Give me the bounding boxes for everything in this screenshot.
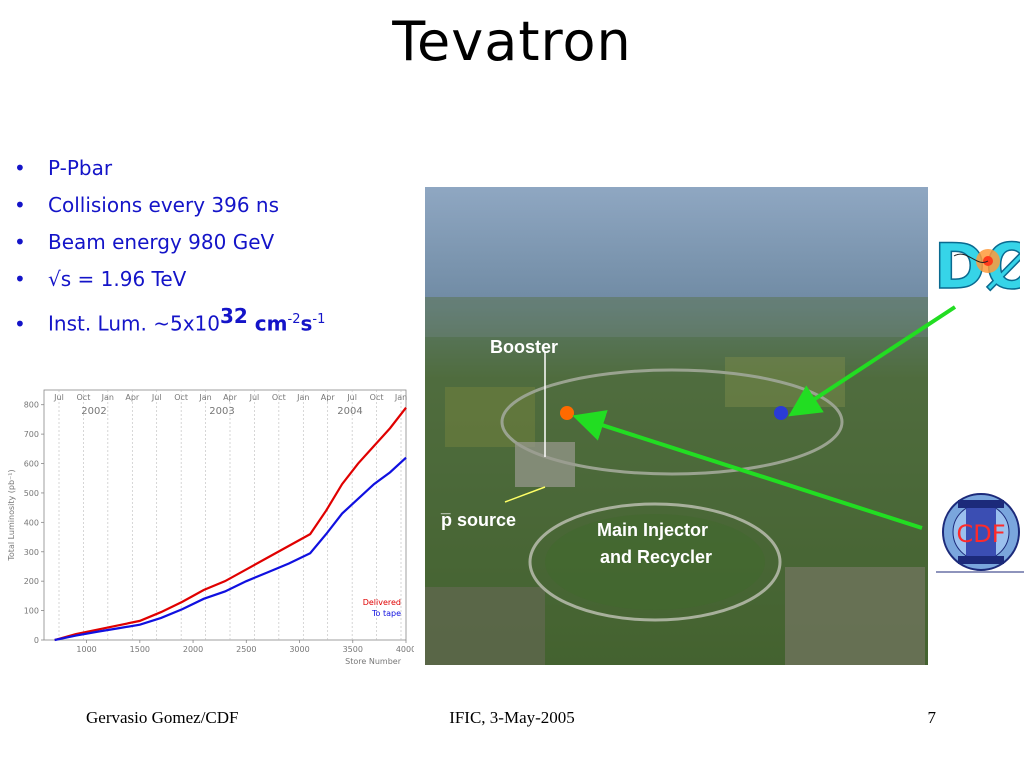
month-label: Jul	[249, 393, 260, 402]
x-axis-label: Store Number	[345, 657, 402, 666]
month-label: Apr	[125, 393, 140, 402]
cdf-logo-text: CDF	[956, 520, 1005, 548]
bullet-marker: •	[14, 267, 26, 291]
bullet-marker: •	[14, 230, 26, 254]
month-label: Jul	[151, 393, 162, 402]
bullet-item: • Collisions every 396 ns	[14, 187, 325, 224]
y-tick-label: 200	[24, 577, 39, 586]
x-tick-label: 2500	[236, 645, 256, 654]
month-label: Jan	[296, 393, 309, 402]
month-label: Jan	[101, 393, 114, 402]
footer-author: Gervasio Gomez/CDF	[86, 708, 239, 727]
month-label: Oct	[272, 393, 286, 402]
y-tick-label: 600	[24, 460, 39, 469]
y-tick-label: 0	[34, 636, 39, 645]
luminosity-chart: Jul Oct Jan Apr Jul Oct Jan Apr Jul Oct Jan Apr Jul O…	[7, 389, 414, 666]
cdf-logo: CDF	[936, 493, 1024, 573]
series-line-to-tape	[54, 456, 407, 642]
pbar-source-label: p source	[441, 510, 517, 530]
footer-page-number: 7	[927, 708, 937, 727]
month-label: Jan	[394, 393, 407, 402]
slide-title: Tevatron	[392, 10, 632, 73]
bullet-list: • P-Pbar • Collisions every 396 ns • Beam e…	[14, 150, 325, 343]
legend-entry: To tape	[371, 609, 401, 618]
y-tick-label: 400	[24, 518, 39, 527]
bullet-marker: •	[14, 156, 26, 180]
year-label: 2004	[337, 406, 362, 417]
y-tick-label: 500	[24, 489, 39, 498]
year-label: 2002	[81, 406, 106, 417]
y-axis-label: Total Luminosity (pb⁻¹)	[7, 469, 16, 561]
bullet-item: • P-Pbar	[14, 150, 325, 187]
y-tick-label: 700	[24, 430, 39, 439]
series-line-delivered	[54, 406, 407, 642]
y-tick-label: 800	[24, 401, 39, 410]
bullet-item: • √s = 1.96 TeV	[14, 261, 325, 298]
main-injector-label-2: and Recycler	[600, 547, 713, 567]
bullet-item: • Beam energy 980 GeV	[14, 224, 325, 261]
x-tick-label: 3500	[343, 645, 363, 654]
plot-frame	[43, 389, 407, 641]
bullet-marker: •	[14, 193, 26, 217]
x-tick-label: 1500	[130, 645, 150, 654]
month-label: Oct	[174, 393, 188, 402]
y-tick-label: 100	[24, 607, 39, 616]
aerial-image	[425, 187, 928, 665]
booster-label: Booster	[490, 337, 559, 357]
year-label: 2003	[209, 406, 234, 417]
main-injector-label-1: Main Injector	[597, 520, 709, 540]
month-label: Apr	[223, 393, 238, 402]
month-label: Apr	[321, 393, 336, 402]
month-label: Oct	[370, 393, 384, 402]
bullet-marker: •	[14, 311, 26, 336]
month-label: Jan	[198, 393, 211, 402]
month-label: Jul	[53, 393, 64, 402]
x-tick-label: 1000	[76, 645, 96, 654]
tevatron-aerial-photo: Booster _ p source Main Injector and Rec…	[425, 187, 928, 665]
pbar-bar: _	[441, 497, 451, 516]
month-label: Jul	[346, 393, 357, 402]
footer-event: IFIC, 3-May-2005	[449, 708, 575, 727]
bullet-item: • Inst. Lum. ~5x1032 cm-2s-1	[14, 298, 325, 343]
d0-logo: DØ	[933, 229, 1020, 298]
x-tick-label: 4000	[396, 645, 414, 654]
x-tick-label: 2000	[183, 645, 203, 654]
month-label: Oct	[77, 393, 91, 402]
legend-entry: Delivered	[363, 598, 401, 607]
y-tick-label: 300	[24, 548, 39, 557]
x-tick-label: 3000	[289, 645, 309, 654]
